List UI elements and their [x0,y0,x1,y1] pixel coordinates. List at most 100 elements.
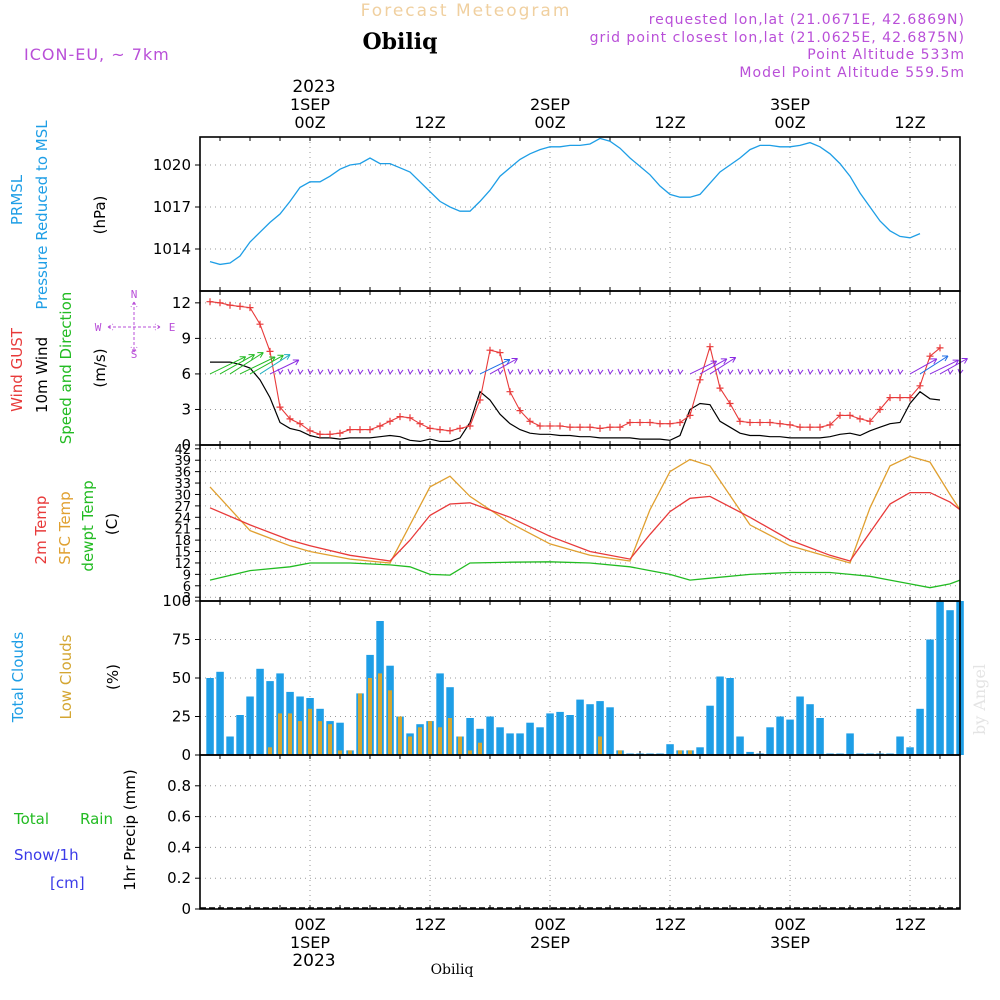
gust-marker [486,346,494,354]
gust-marker [576,423,584,431]
wind-arrow [939,358,968,375]
plot-layer: 00Z1SEP00Z1SEP12Z12Z00Z2SEP00Z2SEP12Z12Z… [153,95,968,952]
y-tick-label: 1020 [153,156,191,174]
wind-dir-mark [347,368,354,375]
gust-marker [526,417,534,425]
low-cloud-bar [428,721,432,755]
y-tick-label: 50 [172,669,191,687]
total-cloud-bar [766,727,774,755]
y-tick-label: 3 [183,591,191,606]
wind-dir-mark [647,368,654,375]
wind-arrow-head [720,358,728,365]
pressure-line [209,137,921,266]
gust-marker [736,417,744,425]
gust-marker [226,301,234,309]
total-cloud-bar [666,744,674,755]
panel-frame-temp [199,444,961,602]
low-cloud-bar [278,713,282,755]
wind-dir-mark [807,368,814,375]
bottom-time-label: 00Z [774,915,805,934]
y-tick-label: 1014 [153,240,191,258]
gust-marker [346,426,354,434]
y-tick-label: 25 [172,708,191,726]
gust-marker [376,422,384,430]
gust-label: Wind GUST [8,327,26,412]
panel-frame-precip [199,754,961,910]
bottom-date-label: 2SEP [530,933,570,952]
watermark: by Angel [970,664,989,735]
gust-marker [356,426,364,434]
gust-marker [796,423,804,431]
total-cloud-bar [516,733,524,755]
gust-marker [706,343,714,351]
low-cloud-bar [348,750,352,755]
total-cloud-bar [566,715,574,755]
low-cloud-bar [388,690,392,755]
wind-arrow-head [284,354,291,360]
wind-dir-mark [307,368,314,375]
compass-s: S [131,348,138,361]
y-tick-label: 0.8 [167,777,191,795]
wind-dir-mark [397,368,404,375]
gust-marker [246,304,254,312]
y-tick-label: 0 [181,746,191,764]
wind-dir-mark [947,368,954,375]
bottom-date-label: 1SEP [290,933,330,952]
gust-marker [606,423,614,431]
wind-arrow [929,359,959,375]
winddir-label: Speed and Direction [57,292,75,445]
wind-dir-mark [777,368,784,375]
gust-marker [516,407,524,415]
gust-marker [596,424,604,432]
y-tick-label: 12 [174,557,191,572]
low-cloud-bar [458,736,462,755]
total-cloud-bar [586,704,594,755]
low-cloud-bar [398,716,402,755]
top-time-label: 00Z [774,113,805,132]
wind-arrow-head [942,355,949,362]
gust-marker [456,424,464,432]
wind-arrow [489,358,518,375]
precip-total-label: Total [13,810,49,828]
wind-dir-mark [737,368,744,375]
gust-marker [306,427,314,435]
gust-marker [236,302,244,310]
gust-marker [936,344,944,352]
wind-dir-mark [817,368,824,375]
point-altitude: Point Altitude 533m [807,47,965,63]
chart-title: Forecast Meteogram [361,1,572,21]
compass-w: W [95,321,102,334]
wind-arrow [209,356,246,375]
y-tick-label: 6 [183,580,191,595]
total-cloud-bar [436,673,444,755]
wind-dir-mark [857,368,864,375]
wind-dir-mark [407,368,414,375]
wind-dir-mark [497,368,504,375]
wind-dir-mark [287,368,294,375]
wind-arrow [249,354,284,375]
gust-marker [366,426,374,434]
total-cloud-bar [496,727,504,755]
total-clouds-label: Total Clouds [9,632,27,724]
gust-marker [496,349,504,357]
y-tick-label: 33 [174,477,191,492]
gust-marker [336,429,344,437]
wind-dir-mark [897,368,904,375]
total-cloud-bar [466,718,474,755]
total-cloud-bar [266,681,274,755]
wind-dir-mark [467,368,474,375]
total-cloud-bar [696,747,704,755]
wind-dir-mark [447,368,454,375]
y-tick-label: 12 [172,294,191,312]
total-cloud-bar [526,722,534,755]
gust-marker [446,427,454,435]
total-cloud-bar [796,696,804,755]
gust-marker [416,420,424,428]
y-tick-label: 36 [174,466,191,481]
gust-marker [836,411,844,419]
wind-arrow-head [729,357,737,363]
gust-marker [766,419,774,426]
wind-arrow [259,354,291,375]
total-cloud-bar [936,601,944,755]
